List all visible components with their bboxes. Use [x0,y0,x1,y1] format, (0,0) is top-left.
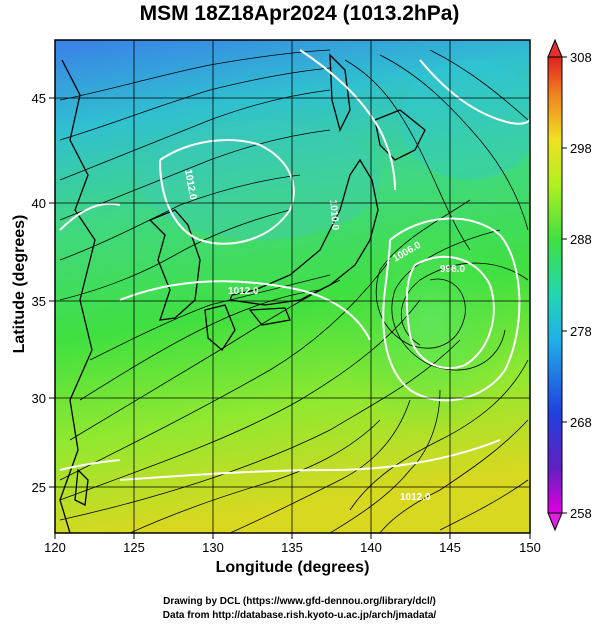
sakhalin [329,53,351,132]
colorbar-min-arrow [547,512,563,532]
isobars [59,49,530,481]
colorbar: 308 298 288 278 268 258 [547,38,592,532]
x-tick-label: 125 [123,540,145,555]
graticule [55,40,530,533]
streamlines [59,49,529,533]
honshu [229,158,379,306]
isobar-label: 1012.0 [228,286,259,297]
y-tick-label: 40 [32,196,46,211]
china-coast [59,59,96,533]
colorbar-tick-label: 298 [570,141,592,156]
x-axis-label: Longitude (degrees) [215,559,370,576]
y-axis-ticks: 25 30 35 40 45 [32,91,55,495]
colorbar-tick-label: 258 [570,506,592,521]
temperature-field [55,40,530,533]
x-tick-label: 130 [202,540,224,555]
colorbar-scale [547,56,563,514]
hokkaido [374,109,426,161]
colorbar-tick-label: 278 [570,324,592,339]
isobar-label: 1010.0 [327,199,341,231]
colorbar-tick-label: 268 [570,415,592,430]
colorbar-max-arrow [547,38,563,58]
korea-peninsula [148,209,201,321]
coastlines [59,53,426,533]
y-tick-label: 35 [32,294,46,309]
isobar-label: 1012.0 [400,492,431,503]
x-tick-label: 140 [360,540,382,555]
x-axis-ticks: 120 125 130 135 140 145 150 [44,533,541,555]
colorbar-tick-label: 308 [570,50,592,65]
y-tick-label: 25 [32,480,46,495]
taiwan [74,468,89,506]
credit-drawing: Drawing by DCL (https://www.gfd-dennou.o… [163,596,436,607]
colorbar-tick-label: 288 [570,232,592,247]
x-tick-label: 145 [439,540,461,555]
isobar-label: 1012.0 [182,169,198,201]
x-tick-label: 120 [44,540,66,555]
x-tick-label: 150 [519,540,541,555]
kyushu [204,304,236,351]
map-title: MSM 18Z18Apr2024 (1013.2hPa) [139,2,460,25]
isobar-label: 998.0 [440,264,465,275]
y-tick-label: 45 [32,91,46,106]
shikoku [248,307,291,326]
y-tick-label: 30 [32,391,46,406]
x-tick-label: 135 [281,540,303,555]
credit-data: Data from http://database.rish.kyoto-u.a… [162,610,437,621]
